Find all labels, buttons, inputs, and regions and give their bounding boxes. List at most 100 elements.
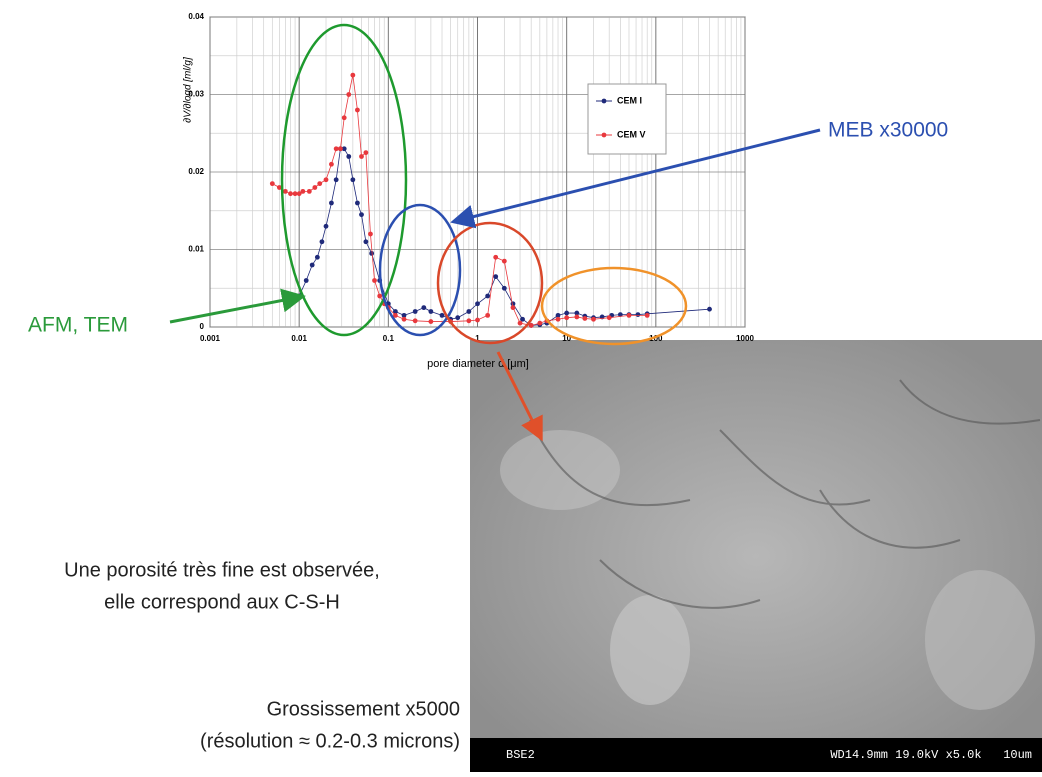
y-tick-label: 0.03	[188, 90, 204, 99]
annotation-shapes	[169, 23, 821, 442]
observation-text: Une porosité très fine est observée,	[64, 559, 380, 581]
data-point	[428, 319, 434, 324]
data-point	[314, 254, 320, 260]
x-axis-label: pore diameter d [μm]	[427, 358, 529, 370]
data-point	[493, 254, 499, 260]
data-point	[377, 293, 383, 299]
legend-box	[587, 83, 667, 155]
data-point	[635, 312, 641, 317]
data-point	[582, 316, 588, 321]
chart: 0 0.01 0.02 0.03 0.04 0.001 0.01 0.1 1 10 100 1000 C…	[188, 12, 754, 343]
data-point	[312, 185, 318, 190]
annotation: AFM, TEM	[28, 314, 128, 337]
data-point	[439, 312, 445, 318]
x-tick-label: 0.1	[383, 334, 395, 343]
data-point	[466, 309, 472, 314]
data-point	[333, 146, 339, 152]
data-point	[510, 305, 516, 311]
data-point	[346, 92, 352, 97]
data-point	[329, 161, 334, 167]
observation-text: elle correspond aux C-S-H	[104, 591, 340, 613]
sem-label: WD14.9mm 19.0kV x5.0k 10um	[830, 748, 1032, 762]
data-point	[412, 309, 418, 314]
data-point	[288, 191, 293, 197]
caption: Grossissement x5000	[267, 698, 460, 720]
y-axis-label: ∂V/∂logd [ml/g]	[183, 57, 194, 123]
data-point	[317, 181, 323, 187]
data-point	[455, 315, 461, 321]
data-point	[517, 320, 523, 326]
legend-label: CEM I	[617, 95, 642, 105]
data-point	[372, 278, 377, 283]
data-point	[292, 191, 298, 197]
data-point	[359, 154, 364, 159]
data-point	[368, 231, 373, 237]
x-tick-label: 100	[649, 334, 663, 343]
data-point	[528, 323, 534, 328]
data-point	[359, 212, 364, 218]
data-point	[350, 72, 356, 78]
data-point	[644, 312, 650, 318]
data-point	[555, 312, 561, 318]
data-point	[501, 285, 507, 291]
data-point	[341, 115, 347, 121]
data-point	[306, 188, 312, 194]
data-point	[412, 318, 418, 324]
data-point	[300, 188, 306, 194]
data-point	[428, 309, 434, 314]
annotation: MEB x30000	[828, 119, 948, 142]
data-point	[520, 316, 525, 322]
data-point	[564, 315, 570, 321]
data-point	[392, 309, 398, 314]
data-point	[401, 312, 407, 318]
y-tick-label: 0.01	[188, 245, 204, 254]
data-point	[337, 146, 343, 152]
data-point	[617, 312, 623, 317]
data-point	[282, 188, 288, 194]
caption: (résolution ≈ 0.2-0.3 microns)	[200, 730, 460, 752]
data-point	[355, 107, 360, 113]
data-point	[485, 312, 491, 318]
data-point	[369, 250, 375, 256]
legend-marker	[601, 98, 607, 104]
data-point	[333, 177, 339, 183]
sem-label: BSE2	[506, 748, 535, 762]
x-tick-label: 1000	[736, 334, 754, 343]
data-point	[421, 305, 427, 311]
y-tick-label: 0.02	[188, 167, 204, 176]
data-point	[537, 320, 543, 326]
data-point	[574, 310, 580, 316]
x-tick-label: 0.001	[200, 334, 221, 343]
x-tick-label: 1	[475, 334, 480, 343]
data-point	[363, 150, 369, 156]
data-point	[309, 262, 315, 268]
y-tick-label: 0	[200, 322, 205, 331]
data-point	[296, 191, 302, 197]
data-point	[475, 317, 480, 323]
data-point	[363, 239, 369, 245]
sem-image: BSE2 WD14.9mm 19.0kV x5.0k 10um	[470, 340, 1042, 772]
data-point	[392, 312, 398, 318]
data-point	[401, 316, 407, 322]
data-point	[555, 316, 561, 322]
data-point	[564, 310, 570, 316]
data-point	[323, 177, 329, 183]
data-point	[269, 181, 275, 187]
legend-marker	[601, 132, 607, 138]
data-point	[346, 154, 352, 159]
x-tick-label: 0.01	[291, 334, 307, 343]
legend-label: CEM V	[617, 129, 646, 139]
data-point	[707, 306, 712, 312]
data-point	[303, 278, 309, 283]
data-point	[466, 318, 472, 324]
data-point	[341, 146, 347, 152]
data-point	[350, 177, 356, 183]
y-tick-label: 0.04	[188, 12, 204, 21]
data-point	[276, 185, 282, 190]
data-point	[574, 314, 580, 320]
data-point	[485, 293, 491, 299]
data-point	[626, 312, 632, 318]
data-point	[355, 200, 360, 206]
